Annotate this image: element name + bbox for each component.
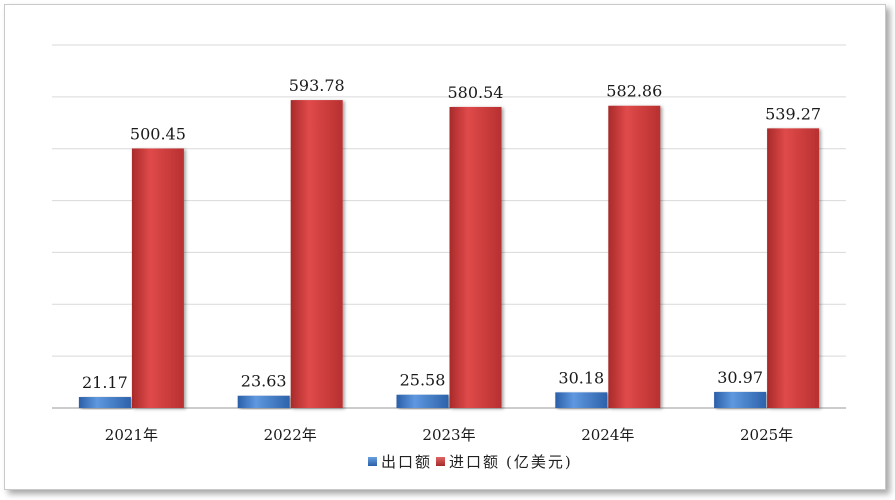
legend-item-import: 进口额 [436,451,500,472]
bar-import-4 [608,105,661,409]
legend-label-import: 进口额 [449,452,501,471]
bar-export-1 [78,397,131,408]
bar-import-5 [767,128,820,409]
legend-item-export: 出口额 [368,451,432,472]
data-label-import-1: 500.45 [130,124,186,143]
legend-swatch-export [368,456,377,466]
bars-layer [78,100,820,409]
bar-export-5 [714,391,767,408]
legend-label-export: 出口额 [381,452,433,471]
bar-import-1 [131,148,184,408]
data-label-export-3: 25.58 [400,371,446,390]
bar-export-2 [237,395,290,408]
x-tick-label-2: 2022年 [264,426,317,444]
data-label-import-5: 539.27 [765,104,821,123]
x-tick-label-1: 2021年 [105,426,158,444]
data-label-export-5: 30.97 [717,368,763,387]
data-label-export-2: 23.63 [241,372,287,391]
bar-export-4 [555,392,608,408]
data-label-import-4: 582.86 [606,82,662,101]
unit-label: (亿美元) [506,452,573,471]
legend-swatch-import [436,456,446,466]
data-labels-layer: 21.17 500.45 23.63 593.78 25.58 580.54 30.18 58… [82,76,821,392]
data-label-export-4: 30.18 [558,368,604,387]
bar-import-2 [290,100,343,409]
x-tick-label-3: 2023年 [422,426,475,444]
gridlines [52,44,846,409]
bar-export-3 [396,394,449,408]
bar-import-3 [449,106,502,408]
legend: 出口额 进口额 (亿美元) [368,451,573,471]
x-tick-label-5: 2025年 [740,426,793,444]
data-label-import-3: 580.54 [448,83,504,102]
x-tick-label-4: 2024年 [581,426,634,444]
data-label-export-1: 21.17 [82,373,128,392]
data-label-import-2: 593.78 [289,76,345,95]
x-axis-ticks: 2021年 2022年 2023年 2024年 2025年 [105,426,793,444]
